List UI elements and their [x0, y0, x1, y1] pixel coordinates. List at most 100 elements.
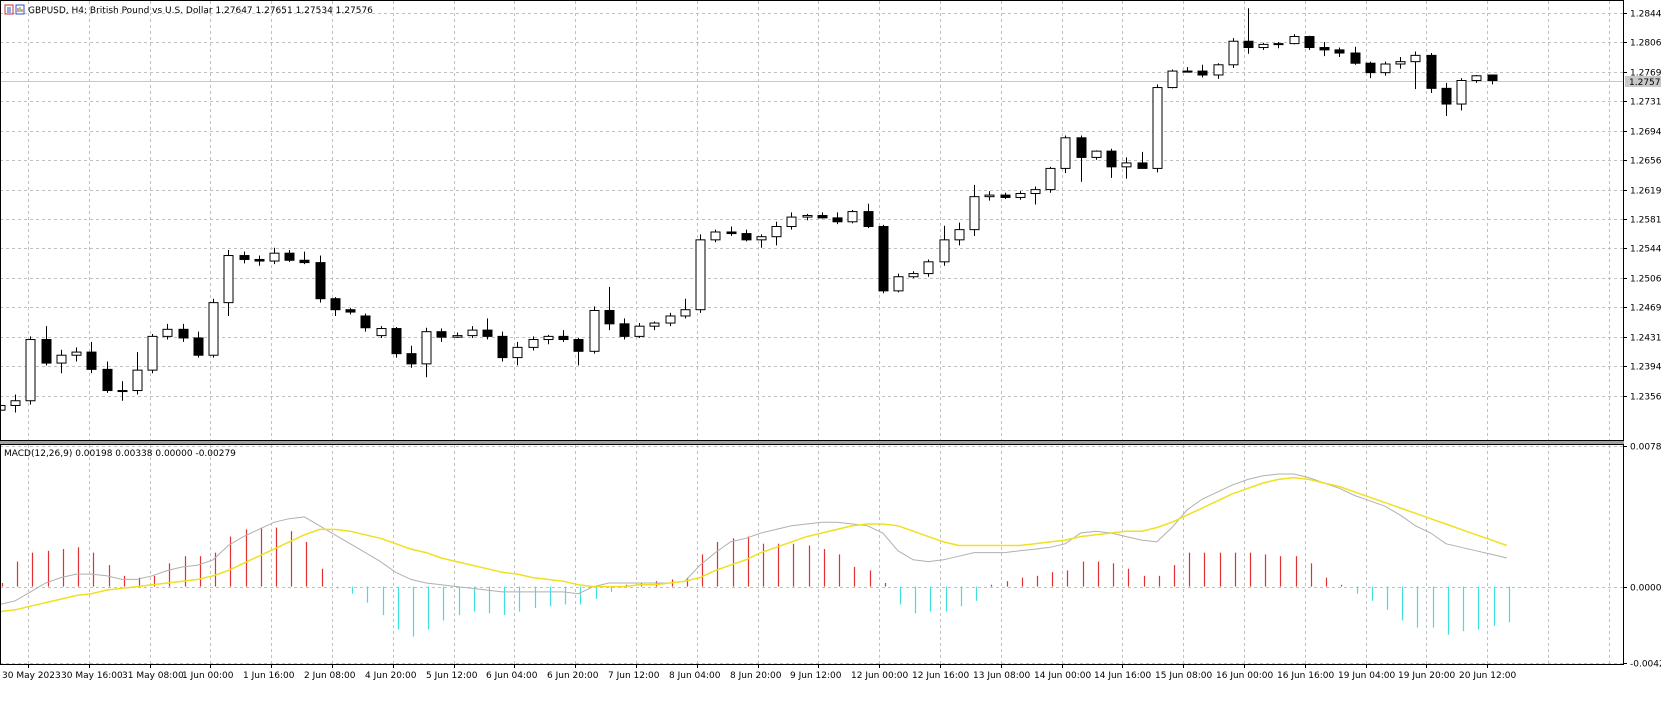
candle[interactable]: [56, 349, 67, 374]
candle[interactable]: [1228, 38, 1239, 68]
candle[interactable]: [1015, 191, 1026, 200]
candle[interactable]: [452, 332, 463, 338]
candle[interactable]: [528, 336, 539, 351]
candle[interactable]: [756, 234, 767, 248]
candle[interactable]: [330, 297, 341, 316]
candle[interactable]: [299, 251, 310, 265]
price-axis[interactable]: 1.28440 1.28065 1.27690 1.27315 1.26940 1.265…: [1624, 10, 1661, 403]
candlestick-series[interactable]: [0, 8, 1498, 434]
candle[interactable]: [573, 337, 584, 366]
candle[interactable]: [893, 273, 904, 293]
candle[interactable]: [25, 336, 36, 405]
candle[interactable]: [208, 298, 219, 358]
candle[interactable]: [71, 347, 82, 362]
candle[interactable]: [863, 203, 874, 229]
candle[interactable]: [619, 318, 630, 340]
candle[interactable]: [1137, 151, 1148, 169]
candle[interactable]: [832, 212, 843, 225]
candle[interactable]: [1258, 42, 1269, 50]
candle[interactable]: [1304, 35, 1315, 50]
candle[interactable]: [315, 255, 326, 303]
candle[interactable]: [1076, 135, 1087, 182]
candle[interactable]: [908, 271, 919, 279]
candle[interactable]: [1273, 42, 1284, 49]
candle[interactable]: [665, 312, 676, 327]
candle[interactable]: [1441, 82, 1452, 116]
candle[interactable]: [193, 331, 204, 358]
candle[interactable]: [878, 224, 889, 294]
candle[interactable]: [1000, 192, 1011, 200]
candle[interactable]: [1456, 78, 1467, 111]
candle[interactable]: [1380, 61, 1391, 76]
candle[interactable]: [847, 210, 858, 224]
pane-separator[interactable]: [0, 441, 1624, 444]
candle[interactable]: [1106, 148, 1117, 178]
candle[interactable]: [741, 229, 752, 242]
candle[interactable]: [86, 341, 97, 374]
candle[interactable]: [589, 306, 600, 354]
candle[interactable]: [923, 259, 934, 277]
candle[interactable]: [1319, 42, 1330, 57]
candle[interactable]: [604, 286, 615, 331]
candle[interactable]: [512, 341, 523, 366]
candle[interactable]: [162, 323, 173, 340]
candle[interactable]: [726, 226, 737, 236]
candle[interactable]: [680, 298, 691, 319]
candle[interactable]: [1334, 47, 1345, 57]
candle[interactable]: [1471, 75, 1482, 83]
candle[interactable]: [634, 323, 645, 338]
candle[interactable]: [1426, 53, 1437, 94]
candle[interactable]: [1060, 135, 1071, 174]
candle[interactable]: [710, 229, 721, 243]
candle[interactable]: [1152, 84, 1163, 173]
candle[interactable]: [649, 321, 660, 331]
candle[interactable]: [482, 318, 493, 340]
candle[interactable]: [969, 184, 980, 236]
candle[interactable]: [1121, 157, 1132, 179]
candle[interactable]: [1350, 46, 1361, 65]
candle[interactable]: [269, 247, 280, 265]
candle[interactable]: [284, 250, 295, 262]
candle[interactable]: [939, 225, 950, 266]
candle[interactable]: [1045, 166, 1056, 193]
candle[interactable]: [1243, 8, 1254, 54]
candle[interactable]: [41, 326, 52, 366]
candle[interactable]: [406, 345, 417, 368]
candle[interactable]: [178, 323, 189, 342]
candle[interactable]: [802, 213, 813, 221]
candle[interactable]: [1197, 64, 1208, 78]
candle[interactable]: [1167, 69, 1178, 89]
candle[interactable]: [543, 334, 554, 345]
candle[interactable]: [391, 326, 402, 358]
candle[interactable]: [239, 251, 250, 264]
candle[interactable]: [360, 313, 371, 332]
candle[interactable]: [376, 326, 387, 338]
candle[interactable]: [695, 234, 706, 313]
candle[interactable]: [1091, 150, 1102, 160]
candle[interactable]: [467, 326, 478, 338]
time-axis[interactable]: 30 May 2023 30 May 16:00 31 May 08:001 Jun…: [2, 664, 1516, 681]
candle[interactable]: [1395, 56, 1406, 69]
candle[interactable]: [223, 250, 234, 316]
candle[interactable]: [1365, 61, 1376, 79]
candle[interactable]: [102, 361, 113, 393]
candle[interactable]: [817, 212, 828, 219]
candle[interactable]: [147, 334, 158, 374]
candle[interactable]: [345, 308, 356, 315]
candle[interactable]: [1182, 67, 1193, 73]
candle[interactable]: [254, 255, 265, 266]
candle[interactable]: [421, 327, 432, 378]
candle[interactable]: [771, 221, 782, 246]
candle[interactable]: [954, 222, 965, 246]
candle[interactable]: [1410, 51, 1421, 90]
candle[interactable]: [984, 191, 995, 201]
candle[interactable]: [1487, 74, 1498, 85]
candle[interactable]: [132, 352, 143, 395]
candle[interactable]: [117, 381, 128, 401]
candle[interactable]: [10, 394, 21, 413]
candle[interactable]: [558, 330, 569, 342]
candle[interactable]: [786, 212, 797, 230]
candle[interactable]: [1289, 34, 1300, 45]
candle[interactable]: [1213, 63, 1224, 79]
